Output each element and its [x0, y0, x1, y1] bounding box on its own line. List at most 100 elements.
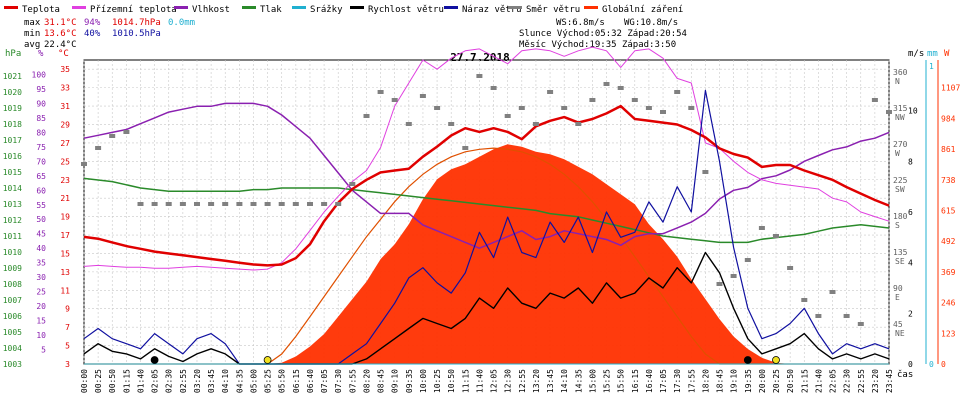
wind-direction-point [377, 90, 384, 94]
tick-label-hpa: 1020 [3, 88, 22, 97]
tick-label-time: 17:55 [687, 369, 696, 393]
tick-label-celsius: 7 [65, 323, 70, 332]
tick-label-direction-name: E [895, 293, 900, 302]
tick-label-hpa: 1011 [3, 232, 22, 241]
tick-label-time: 05:00 [249, 369, 258, 393]
wind-direction-point [405, 122, 412, 126]
legend-swatch-teplota [4, 6, 18, 9]
tick-label-time: 22:30 [843, 369, 852, 393]
wind-direction-point [857, 322, 864, 326]
tick-label-hpa: 1016 [3, 152, 22, 161]
tick-label-percent: 85 [36, 114, 46, 123]
wind-direction-point [518, 106, 525, 110]
tick-label-time: 18:20 [701, 369, 710, 393]
wind-direction-point [758, 226, 765, 230]
wind-direction-point [589, 98, 596, 102]
tick-label-time: 16:15 [631, 369, 640, 393]
wind-direction-point [81, 162, 87, 166]
stat-min-humidity: 40% [84, 29, 101, 39]
tick-label-hpa: 1005 [3, 328, 22, 337]
legend-label-srazky: Srážky [310, 5, 343, 15]
stat-wind-gust: WG:10.8m/s [624, 18, 678, 28]
tick-label-time: 19:35 [744, 369, 753, 393]
stat-moon: Měsíc Východ:19:35 Západ:3:50 [519, 40, 676, 50]
wind-direction-point [660, 110, 666, 114]
wind-direction-point [95, 146, 102, 150]
tick-label-time: 09:35 [405, 369, 414, 393]
series-lines [83, 46, 890, 365]
wind-direction-point [363, 114, 370, 118]
stats-panel: max 31.1°C 94% 1014.7hPa 0.0mm min 13.6°… [24, 18, 687, 50]
wind-direction-point [208, 202, 215, 206]
stat-min-label: min [24, 29, 40, 39]
tick-label-hpa: 1019 [3, 104, 22, 113]
tick-label-direction-name: NE [895, 329, 905, 338]
legend-label-teplota: Teplota [22, 5, 60, 15]
tick-label-time: 18:45 [716, 369, 725, 393]
tick-label-time: 12:55 [518, 369, 527, 393]
tick-label-time: 10:25 [433, 369, 442, 393]
axes: 3579111315171921232527293133351003100410… [3, 49, 961, 393]
wind-direction-point [617, 86, 624, 90]
stat-sun: Slunce Východ:05:32 Západ:20:54 [519, 29, 687, 39]
wind-direction-point [292, 202, 299, 206]
wind-direction-point [716, 282, 723, 286]
tick-label-radiation: 861 [941, 145, 956, 154]
tick-label-hpa: 1014 [3, 184, 22, 193]
legend-swatch-smer-vetru [508, 6, 522, 9]
tick-label-hpa: 1004 [3, 344, 22, 353]
wind-direction-point [603, 82, 610, 86]
tick-label-percent: 45 [36, 230, 46, 239]
tick-label-time: 03:20 [193, 369, 202, 393]
tick-label-wind: 0 [908, 360, 913, 369]
wind-direction-point [645, 106, 652, 110]
wind-direction-point [123, 130, 130, 134]
time-axis-label: čas [897, 369, 913, 380]
tick-label-wind: 10 [908, 107, 918, 116]
tick-label-celsius: 23 [60, 176, 70, 185]
tick-label-percent: 65 [36, 172, 46, 181]
tick-label-percent: 75 [36, 143, 46, 152]
tick-label-time: 02:05 [151, 369, 160, 393]
tick-label-percent: 70 [36, 157, 46, 166]
tick-label-celsius: 17 [60, 231, 70, 240]
wind-direction-point [674, 90, 681, 94]
wind-speed-line [83, 251, 890, 365]
wind-direction-point [151, 202, 158, 206]
tick-label-time: 02:30 [165, 369, 174, 393]
tick-label-time: 15:50 [617, 369, 626, 393]
wind-direction-point [702, 170, 709, 174]
sunrise-marker [263, 356, 272, 364]
tick-label-percent: 20 [36, 302, 46, 311]
wind-direction-point [109, 134, 116, 138]
tick-label-time: 20:50 [786, 369, 795, 393]
tick-label-time: 11:40 [475, 369, 484, 393]
tick-label-percent: 100 [32, 70, 47, 79]
tick-label-time: 20:25 [772, 369, 781, 393]
tick-label-time: 22:55 [857, 369, 866, 393]
stat-wind-speed: WS:6.8m/s [556, 18, 605, 28]
tick-label-time: 17:30 [673, 369, 682, 393]
tick-label-time: 07:55 [348, 369, 357, 393]
wind-direction-points [81, 74, 892, 326]
tick-label-radiation: 246 [941, 299, 956, 308]
wind-direction-point [631, 98, 638, 102]
tick-label-time: 15:00 [588, 369, 597, 393]
tick-label-time: 06:40 [306, 369, 315, 393]
stat-min-pressure: 1010.5hPa [112, 29, 161, 39]
tick-label-percent: 50 [36, 215, 46, 224]
tick-label-percent: 60 [36, 186, 46, 195]
tick-label-celsius: 15 [60, 249, 70, 258]
chart-title: 27.7.2018 [450, 51, 510, 64]
tick-label-time: 03:45 [207, 369, 216, 393]
tick-label-hpa: 1009 [3, 264, 22, 273]
legend: Teplota Přízemní teplota Vlhkost Tlak Sr… [4, 5, 683, 15]
tick-label-direction-degrees: 180 [893, 212, 908, 221]
legend-swatch-prizemni-teplota [72, 6, 86, 9]
tick-label-wind: 4 [908, 259, 913, 268]
temperature-line [83, 104, 890, 267]
wind-direction-point [886, 110, 892, 114]
tick-label-percent: 55 [36, 201, 46, 210]
tick-label-time: 14:10 [560, 369, 569, 393]
